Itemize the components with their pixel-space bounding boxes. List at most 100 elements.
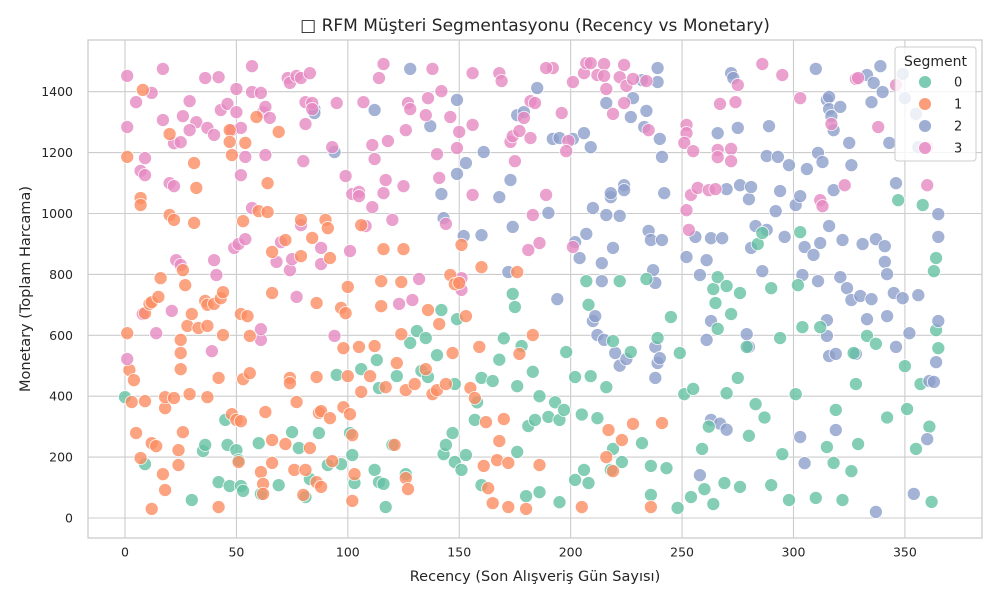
data-point-segment-1 [458,309,473,324]
data-point-segment-1 [525,327,540,343]
data-point-segment-3 [597,56,612,72]
data-point-segment-0 [507,299,522,315]
data-point-segment-1 [394,327,409,342]
data-point-segment-1 [120,149,135,164]
data-point-segment-1 [171,443,186,458]
data-point-segment-2 [833,270,848,285]
data-point-segment-1 [242,366,257,381]
data-point-segment-2 [799,161,814,177]
legend-label-segment-3: 3 [954,142,962,157]
data-point-segment-2 [719,422,734,437]
data-point-segment-2 [588,309,603,324]
data-point-segment-1 [173,362,188,377]
data-point-segment-3 [325,140,340,155]
data-point-segment-3 [775,67,790,83]
data-point-segment-1 [187,155,202,171]
data-point-segment-3 [597,68,612,83]
data-point-segment-3 [120,351,135,367]
data-point-segment-2 [877,254,892,269]
scatter-points [117,56,946,519]
data-point-segment-1 [354,218,369,233]
data-point-segment-3 [137,168,153,183]
data-point-segment-0 [701,419,716,434]
data-point-segment-0 [614,454,629,470]
chart-title: □ RFM Müşteri Segmentasyonu (Recency vs … [300,16,770,36]
data-point-segment-3 [521,242,536,258]
data-point-segment-3 [677,135,692,150]
x-axis-ticks: 0 50 100 150 200 250 300 350 [121,545,917,560]
data-point-segment-0 [929,250,944,266]
data-point-segment-2 [652,351,667,366]
data-point-segment-3 [204,344,219,359]
x-tick-label: 50 [228,545,244,560]
data-point-segment-0 [848,376,863,392]
data-point-segment-3 [824,116,839,132]
data-point-segment-3 [120,68,135,83]
data-point-segment-0 [198,437,213,452]
data-point-segment-0 [510,444,525,459]
data-point-segment-1 [454,237,469,252]
data-point-segment-0 [835,492,850,508]
data-point-segment-3 [376,56,391,72]
data-point-segment-3 [724,154,739,169]
data-point-segment-1 [601,422,616,438]
data-point-segment-0 [757,410,772,425]
data-point-segment-2 [603,186,618,201]
data-point-segment-3 [173,135,188,150]
data-point-segment-3 [296,154,311,169]
data-point-segment-0 [552,495,567,510]
data-point-segment-1 [189,180,204,195]
data-point-segment-0 [931,341,946,356]
data-point-segment-0 [271,478,286,493]
data-point-segment-0 [719,278,734,294]
data-point-segment-0 [915,197,930,213]
data-point-segment-2 [880,267,895,282]
data-point-segment-1 [510,264,525,280]
data-point-segment-1 [211,499,226,515]
data-point-segment-1 [574,499,589,515]
data-point-segment-1 [253,464,268,480]
data-point-segment-0 [775,447,790,462]
y-axis-ticks: 0 200 400 600 800 1000 1200 1400 [41,84,73,525]
data-point-segment-2 [648,370,663,385]
data-point-segment-2 [585,200,600,216]
data-point-segment-3 [327,328,342,343]
data-point-segment-2 [474,228,489,243]
data-point-segment-0 [828,402,843,417]
legend-box [894,46,977,162]
data-point-segment-0 [764,478,779,493]
data-point-segment-1 [178,278,193,293]
data-point-segment-3 [253,85,268,100]
data-point-segment-0 [418,330,433,346]
data-point-segment-3 [434,84,449,99]
data-point-segment-0 [556,402,572,417]
data-point-segment-3 [724,141,739,156]
legend-marker-segment-2 [918,119,932,133]
data-point-segment-2 [639,103,654,118]
data-point-segment-1 [222,123,237,138]
data-point-segment-2 [403,61,418,76]
data-point-segment-0 [706,281,721,297]
data-point-segment-0 [868,336,883,351]
data-point-segment-0 [429,348,445,363]
data-point-segment-2 [911,288,926,303]
y-tick-label: 400 [49,389,73,404]
data-point-segment-1 [643,499,658,515]
data-point-segment-3 [220,96,235,111]
data-point-segment-3 [229,105,244,120]
data-point-segment-3 [793,91,808,106]
data-point-segment-2 [623,109,638,125]
data-point-segment-3 [378,172,393,188]
data-point-segment-3 [258,147,273,163]
data-point-segment-1 [187,215,202,230]
data-point-segment-0 [251,436,266,451]
data-point-segment-3 [238,232,253,247]
data-point-segment-3 [507,154,522,169]
x-tick-label: 350 [893,545,917,560]
data-point-segment-3 [429,147,445,162]
legend: Segment 0 1 2 3 [894,46,977,162]
data-point-segment-1 [155,467,170,482]
data-point-segment-3 [523,130,538,146]
data-point-segment-1 [166,212,182,227]
data-point-segment-0 [730,370,745,385]
